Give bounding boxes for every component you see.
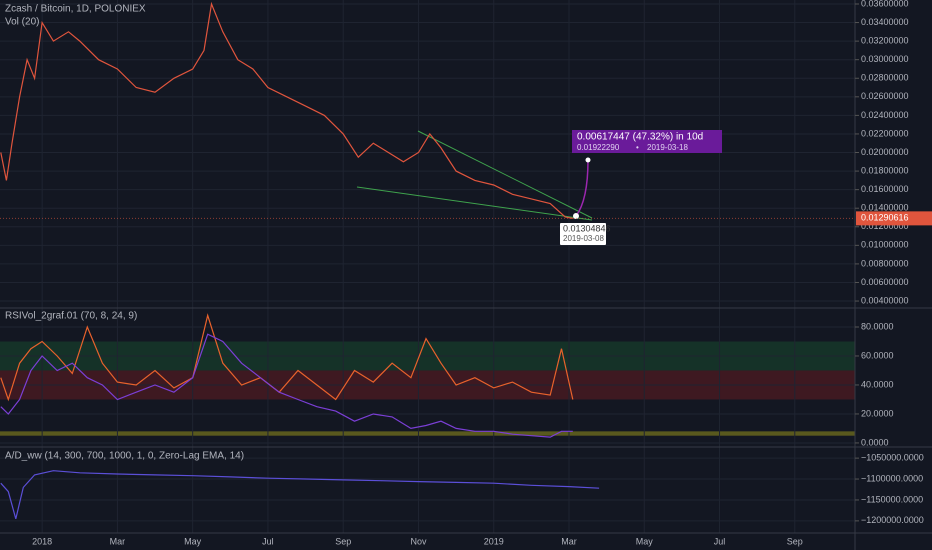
volume-label: Vol (20) bbox=[5, 17, 39, 28]
x-tick-label: Nov bbox=[410, 536, 427, 546]
measure-dot: • bbox=[636, 143, 639, 152]
y-tick-label: 0.01200000 bbox=[861, 221, 909, 231]
y-tick-label: −1200000.0000 bbox=[861, 515, 924, 525]
y-tick-label: 60.0000 bbox=[861, 350, 894, 360]
x-tick-label: May bbox=[636, 536, 654, 546]
y-tick-label: 40.0000 bbox=[861, 379, 894, 389]
y-tick-label: 0.01400000 bbox=[861, 203, 909, 213]
y-tick-label: 0.00400000 bbox=[861, 295, 909, 305]
y-tick-label: 0.03000000 bbox=[861, 54, 909, 64]
y-tick-label: 0.01000000 bbox=[861, 240, 909, 250]
start-value: 0.01304846 bbox=[563, 223, 611, 233]
x-tick-label: May bbox=[184, 536, 202, 546]
start-box bbox=[560, 223, 606, 245]
y-tick-label: 0.00600000 bbox=[861, 277, 909, 287]
y-tick-label: −1150000.0000 bbox=[861, 494, 923, 504]
y-tick-label: 0.01800000 bbox=[861, 165, 909, 175]
rsi-title: RSIVol_2graf.01 (70, 8, 24, 9) bbox=[5, 311, 137, 322]
y-tick-label: 0.02600000 bbox=[861, 91, 909, 101]
x-tick-label: Jul bbox=[262, 536, 274, 546]
x-tick-label: Jul bbox=[714, 536, 726, 546]
last-price-label: 0.01290616 bbox=[861, 213, 909, 223]
y-tick-label: 0.02200000 bbox=[861, 128, 909, 138]
projection bbox=[575, 159, 589, 217]
start-date: 2019-03-08 bbox=[563, 234, 604, 243]
trendline bbox=[417, 130, 593, 219]
ad-title: A/D_ww (14, 300, 700, 1000, 1, 0, Zero-L… bbox=[5, 451, 244, 462]
x-tick-label: Mar bbox=[110, 536, 126, 546]
y-tick-label: 0.03600000 bbox=[861, 0, 909, 8]
y-tick-label: 0.01600000 bbox=[861, 184, 909, 194]
measure-target-date: 2019-03-18 bbox=[647, 143, 688, 152]
projection-start bbox=[573, 213, 579, 219]
y-tick-label: −1050000.0000 bbox=[861, 453, 924, 463]
series-line bbox=[0, 333, 573, 438]
measure-change: 0.00617447 (47.32%) in 10d bbox=[577, 132, 703, 143]
y-tick-label: 20.0000 bbox=[861, 408, 894, 418]
y-tick-label: 0.02000000 bbox=[861, 147, 909, 157]
y-tick-label: 80.0000 bbox=[861, 321, 894, 331]
y-tick-label: 0.03400000 bbox=[861, 17, 909, 27]
measure-target: 0.01922290 bbox=[577, 143, 620, 152]
trendline bbox=[356, 186, 593, 221]
x-tick-label: Mar bbox=[561, 536, 577, 546]
x-tick-label: Sep bbox=[787, 536, 803, 546]
y-tick-label: 0.02400000 bbox=[861, 110, 909, 120]
band bbox=[0, 431, 855, 436]
price-line bbox=[0, 470, 600, 519]
x-tick-label: Sep bbox=[335, 536, 351, 546]
price-line bbox=[0, 1, 573, 219]
pane-backgrounds bbox=[0, 0, 855, 533]
y-tick-label: 0.0000 bbox=[861, 437, 889, 447]
last-price-box bbox=[856, 211, 932, 226]
y-tick-label: 0.00800000 bbox=[861, 258, 909, 268]
y-tick-label: 0.03200000 bbox=[861, 35, 909, 45]
x-tick-label: 2019 bbox=[484, 536, 504, 546]
chart-title: Zcash / Bitcoin, 1D, POLONIEX bbox=[5, 4, 146, 15]
y-tick-label: −1100000.0000 bbox=[861, 473, 923, 483]
measure-box bbox=[572, 130, 722, 153]
y-tick-label: 0.02800000 bbox=[861, 73, 909, 83]
x-tick-label: 2018 bbox=[32, 536, 52, 546]
projection-end bbox=[585, 157, 591, 163]
